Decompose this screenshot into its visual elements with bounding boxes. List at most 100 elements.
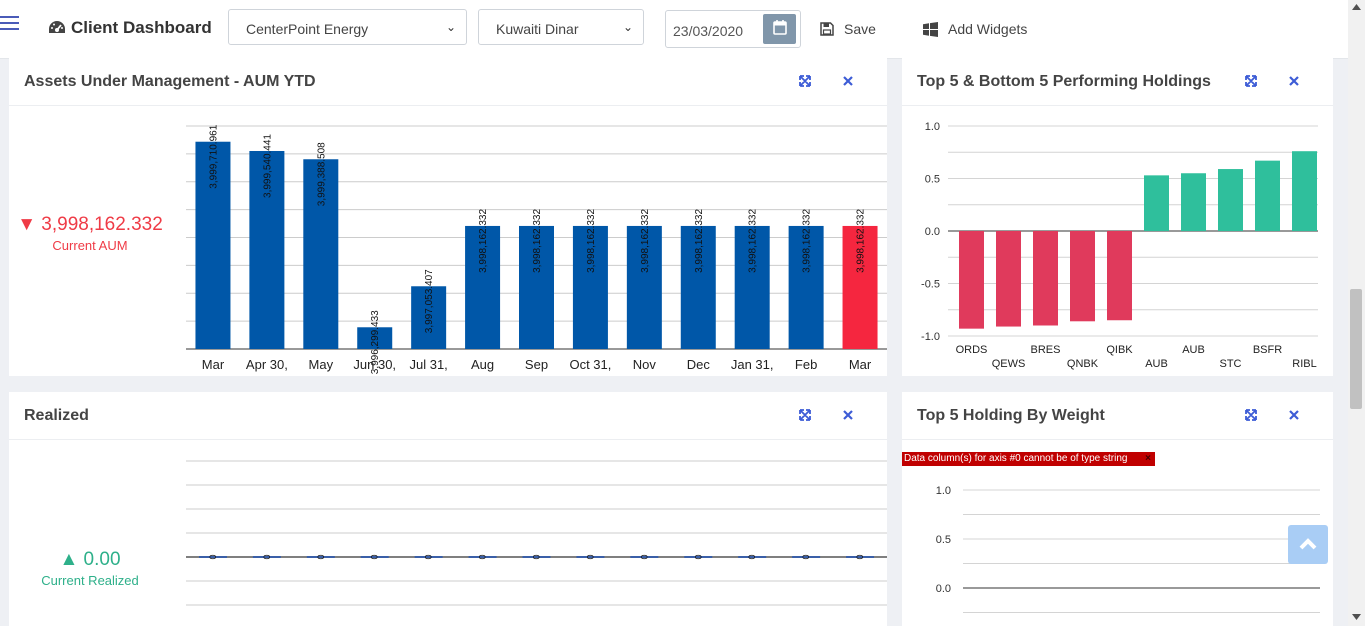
error-close-icon[interactable]: × [1145,453,1151,464]
weight-panel: Top 5 Holding By Weight [902,392,1333,626]
aum-bar [195,141,231,349]
client-select[interactable]: CenterPoint Energy ⌄ [228,9,467,45]
add-widgets-button-label: Add Widgets [948,21,1028,37]
aum-bar [303,159,339,349]
currency-select[interactable]: Kuwaiti Dinar ⌄ [478,9,644,45]
expand-icon[interactable] [1244,74,1258,88]
aum-bar [680,225,716,349]
page-scrollbar[interactable] [1348,0,1365,626]
perf-x-tick-label: RIBL [1292,358,1316,370]
aum-x-tick-label: May [309,357,334,372]
aum-bar-label: 3,998,162.332 [640,209,651,273]
perf-y-tick-label: 1.0 [925,121,940,133]
date-value: 23/03/2020 [673,23,744,39]
down-triangle-icon: ▼ [17,214,36,235]
realized-point-label: 0 [262,554,272,559]
aum-bar [465,225,501,349]
scroll-up-arrow-icon[interactable] [1352,4,1361,10]
aum-kpi: ▼ 3,998,162.332 Current AUM [10,214,170,253]
panel-title: Top 5 & Bottom 5 Performing Holdings [917,73,1211,90]
panel-title: Top 5 Holding By Weight [917,407,1105,424]
realized-point-label: 0 [855,554,865,559]
aum-bar-label: 3,999,710.961 [208,124,219,188]
perf-bar [1033,231,1058,326]
page-title: Client Dashboard [71,18,212,37]
calendar-button[interactable] [763,14,796,44]
aum-bar [572,225,608,349]
chevron-down-icon: ⌄ [622,20,633,34]
save-button-label: Save [844,21,876,37]
expand-icon[interactable] [798,74,812,88]
expand-icon[interactable] [798,408,812,422]
brand: Client Dashboard [48,18,212,38]
aum-x-tick-label: Nov [633,357,657,372]
realized-kpi: ▲ 0.00 Current Realized [10,549,170,588]
close-icon[interactable] [1287,408,1301,422]
chart-error-message: Data column(s) for axis #0 cannot be of … [902,452,1155,466]
aum-x-tick-label: Oct 31, [569,357,611,372]
scroll-down-arrow-icon[interactable] [1352,614,1361,620]
aum-bar [357,327,393,349]
perf-bar [996,231,1021,327]
expand-icon[interactable] [1244,408,1258,422]
perf-x-tick-label: QEWS [992,358,1026,370]
perf-bar [1181,173,1206,231]
aum-bar-label: 3,998,162.332 [586,209,597,273]
weight-y-tick-label: 0.0 [936,583,951,595]
realized-point-label: 0 [532,554,542,559]
aum-bar-label: 3,998,162.332 [856,209,867,273]
scroll-to-top-button[interactable] [1288,525,1328,564]
hamburger-menu-icon[interactable] [0,12,20,34]
realized-point-label: 0 [316,554,326,559]
aum-x-tick-label: Apr 30, [246,357,288,372]
realized-kpi-label: Current Realized [41,573,139,588]
save-button[interactable]: Save [820,21,876,37]
aum-bar [519,225,554,349]
weight-y-tick-label: 1.0 [936,485,951,497]
aum-bar [734,225,770,349]
aum-bar-label: 3,998,162.332 [802,209,813,273]
perf-bar [959,231,984,329]
perf-x-tick-label: QNBK [1067,358,1099,370]
close-icon[interactable] [841,408,855,422]
weight-y-tick-label: 0.5 [936,534,951,546]
aum-bar-label: 3,997,053.407 [424,269,435,333]
aum-x-tick-label: Jul 31, [409,357,447,372]
realized-point-label: 0 [478,554,488,559]
date-picker[interactable]: 23/03/2020 [665,10,801,48]
aum-x-tick-label: Jun 30, [353,357,396,372]
aum-bar [626,225,662,349]
close-icon[interactable] [1287,74,1301,88]
perf-bar [1218,169,1243,231]
scrollbar-thumb[interactable] [1350,289,1362,409]
realized-point-label: 0 [370,554,380,559]
perf-x-tick-label: BRES [1031,344,1061,356]
client-select-value: CenterPoint Energy [246,21,369,37]
aum-bar [788,225,824,349]
aum-x-tick-label: Dec [687,357,711,372]
arrow-up-icon [1299,538,1317,550]
aum-bar-label: 3,998,162.332 [694,209,705,273]
perf-y-tick-label: -1.0 [921,331,940,343]
perf-x-tick-label: QIBK [1106,344,1133,356]
currency-select-value: Kuwaiti Dinar [496,21,579,37]
chart-error-text: Data column(s) for axis #0 cannot be of … [904,453,1128,464]
panel-title: Realized [24,407,89,424]
panel-header: Top 5 Holding By Weight [902,392,1333,440]
perf-bar [1255,160,1280,231]
aum-x-tick-label: Mar [849,357,872,372]
perf-y-tick-label: 0.0 [925,226,940,238]
realized-kpi-value: 0.00 [83,549,121,570]
perf-bar [1107,231,1132,321]
add-widgets-button[interactable]: Add Widgets [923,21,1027,37]
aum-bar-label: 3,998,162.332 [478,209,489,273]
aum-kpi-value: 3,998,162.332 [41,214,163,235]
realized-point-label: 0 [801,554,811,559]
close-icon[interactable] [841,74,855,88]
perf-y-tick-label: -0.5 [921,279,940,291]
perf-x-tick-label: BSFR [1253,344,1282,356]
aum-x-tick-label: Jan 31, [731,357,774,372]
realized-point-label: 0 [208,554,218,559]
aum-x-tick-label: Mar [202,357,225,372]
